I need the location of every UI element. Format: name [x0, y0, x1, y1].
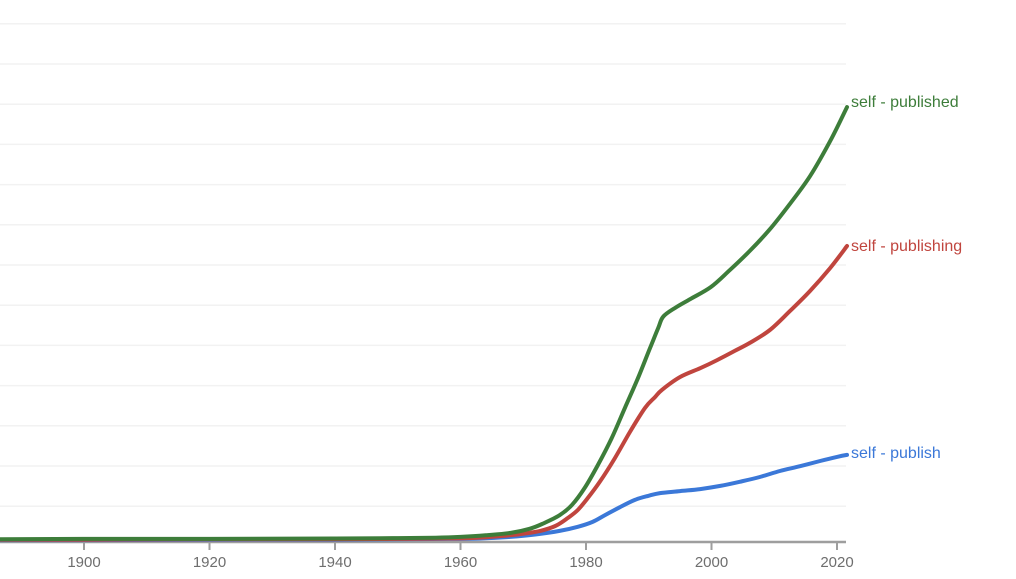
series-label-self-published[interactable]: self - published: [851, 94, 959, 111]
x-tick-label: 1940: [318, 554, 351, 571]
series-line-self-publish[interactable]: [0, 452, 849, 543]
series-line-self-published[interactable]: [0, 105, 849, 542]
x-tick-label: 1900: [67, 554, 100, 571]
x-tick-label: 1960: [444, 554, 477, 571]
series-label-self-publish[interactable]: self - publish: [851, 445, 941, 462]
x-tick-label: 1920: [193, 554, 226, 571]
series-line-self-publishing[interactable]: [0, 244, 849, 542]
x-tick-label: 2020: [820, 554, 853, 571]
x-tick-label: 2000: [695, 554, 728, 571]
series-label-self-publishing[interactable]: self - publishing: [851, 238, 963, 255]
x-tick-label: 1980: [569, 554, 602, 571]
